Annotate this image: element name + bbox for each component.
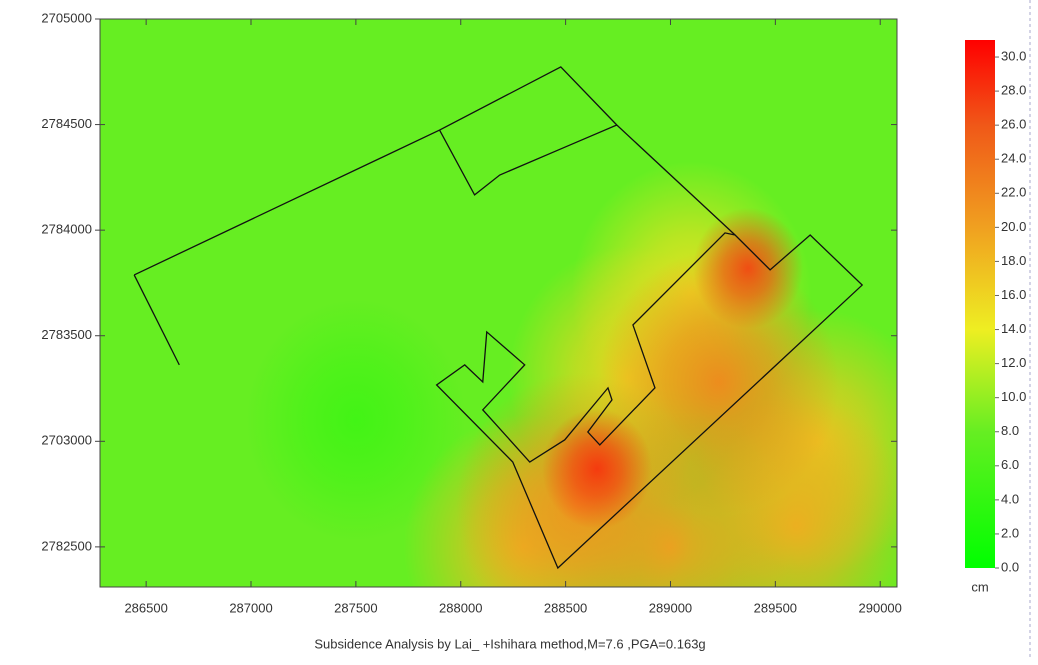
colorbar-tick-label: 12.0	[1001, 355, 1026, 370]
y-tick-label: 2705000	[41, 10, 92, 25]
colorbar-tick-label: 8.0	[1001, 423, 1019, 438]
field-hotspot	[542, 408, 653, 530]
y-tick-label: 2783500	[41, 327, 92, 342]
y-tick-label: 2703000	[41, 433, 92, 448]
colorbar-unit: cm	[971, 579, 988, 594]
field-hotspot	[693, 207, 804, 329]
colorbar-tick-label: 24.0	[1001, 151, 1026, 166]
colorbar-tick-label: 18.0	[1001, 253, 1026, 268]
colorbar-tick-label: 20.0	[1001, 219, 1026, 234]
x-tick-label: 288500	[544, 600, 587, 615]
y-tick-label: 2784500	[41, 116, 92, 131]
colorbar-tick-label: 28.0	[1001, 83, 1026, 98]
x-tick-label: 288000	[439, 600, 482, 615]
colorbar-tick-label: 0.0	[1001, 559, 1019, 574]
y-tick-label: 2784000	[41, 222, 92, 237]
colorbar-tick-label: 22.0	[1001, 185, 1026, 200]
colorbar-tick-label: 10.0	[1001, 389, 1026, 404]
colorbar-tick-label: 26.0	[1001, 117, 1026, 132]
x-tick-label: 286500	[124, 600, 167, 615]
chart-title: Subsidence Analysis by Lai_ +Ishihara me…	[314, 636, 705, 651]
y-tick-label: 2782500	[41, 538, 92, 553]
field-hotspot	[245, 299, 466, 542]
x-tick-label: 287000	[229, 600, 272, 615]
boundary-line	[438, 124, 618, 196]
plot-frame	[99, 18, 898, 588]
colorbar-tick-label: 30.0	[1001, 48, 1026, 63]
colorbar-tick-label: 6.0	[1001, 457, 1019, 472]
boundary-line	[133, 66, 864, 570]
x-tick-label: 289500	[754, 600, 797, 615]
boundary-line	[133, 274, 180, 366]
x-tick-label: 287500	[334, 600, 377, 615]
x-tick-label: 290000	[859, 600, 902, 615]
colorbar-tick-label: 16.0	[1001, 287, 1026, 302]
colorbar-tick-label: 4.0	[1001, 491, 1019, 506]
x-tick-label: 289000	[649, 600, 692, 615]
colorbar-tick-label: 2.0	[1001, 525, 1019, 540]
colorbar	[965, 40, 995, 568]
field	[100, 19, 897, 587]
colorbar-tick-label: 14.0	[1001, 321, 1026, 336]
